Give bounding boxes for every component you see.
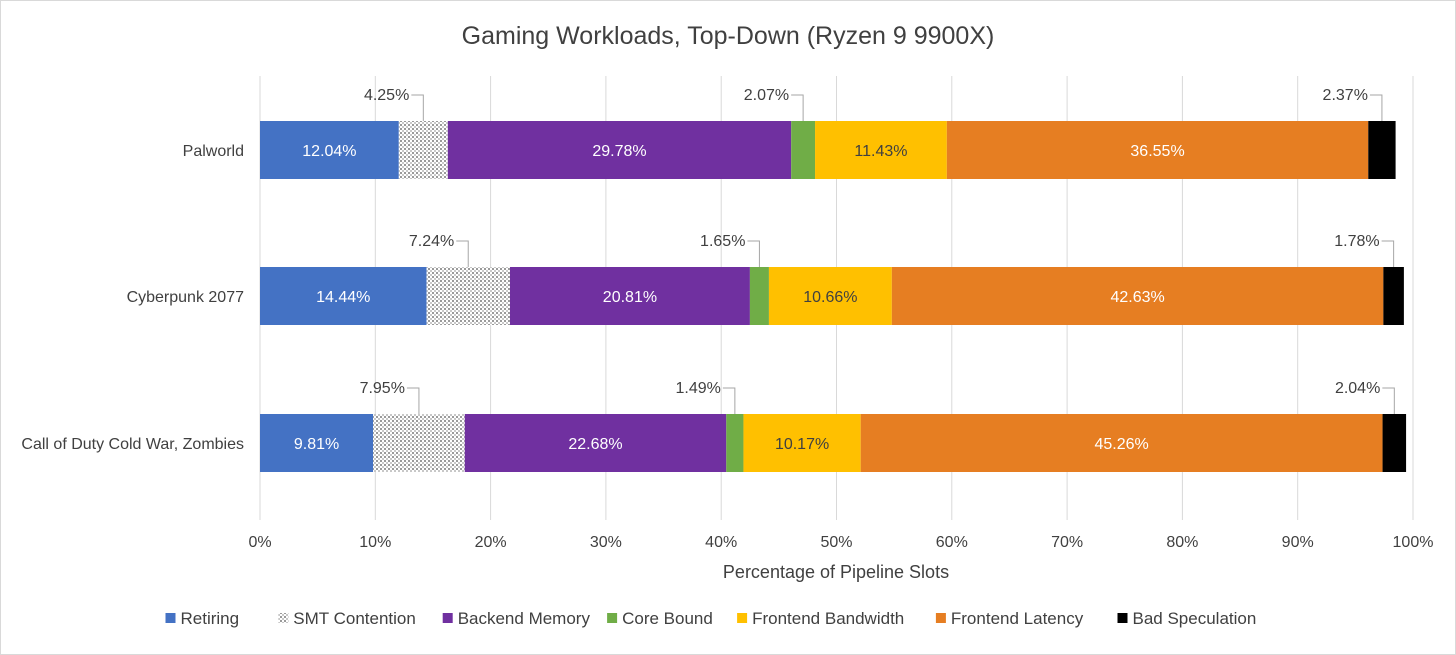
callout-label: 4.25% — [364, 87, 409, 104]
callout-label: 7.95% — [360, 380, 405, 397]
x-tick-label: 40% — [705, 534, 737, 551]
callout-label: 1.49% — [675, 380, 720, 397]
legend-label: SMT Contention — [293, 609, 416, 628]
bar-frontend-bandwidth — [815, 121, 947, 179]
bar-smt-contention — [373, 414, 465, 472]
x-tick-label: 0% — [248, 534, 271, 551]
data-label: 10.17% — [775, 436, 829, 453]
legend-label: Backend Memory — [458, 609, 591, 628]
category-label: Palworld — [183, 143, 244, 160]
bar-bad-speculation — [1382, 414, 1407, 472]
callout-line — [411, 94, 424, 121]
data-label: 20.81% — [603, 289, 657, 306]
callout-line — [1382, 387, 1395, 414]
data-label: 12.04% — [302, 143, 356, 160]
data-label: 45.26% — [1095, 436, 1149, 453]
callout-line — [1369, 94, 1383, 121]
bar-backend-memory — [464, 414, 727, 472]
bar-core-bound — [749, 267, 769, 325]
data-label: 10.66% — [803, 289, 857, 306]
legend: Retiring SMT Contention Backend Memory Core… — [165, 609, 1257, 628]
bar-retiring — [260, 414, 374, 472]
callout-line — [747, 240, 760, 267]
callout-line — [406, 387, 420, 414]
bar-frontend-latency — [946, 121, 1369, 179]
data-label: 42.63% — [1110, 289, 1164, 306]
x-tick-label: 10% — [359, 534, 391, 551]
chart-title: Gaming Workloads, Top-Down (Ryzen 9 9900… — [462, 22, 995, 50]
value-axis: 0% 10% 20% 30% 40% 50% 60% 70% 80% 90% 100% — [248, 534, 1433, 551]
data-label: 14.44% — [316, 289, 370, 306]
bar-bad-speculation — [1368, 121, 1396, 179]
bar-backend-memory — [509, 267, 750, 325]
bar-core-bound — [726, 414, 744, 472]
bar-frontend-bandwidth — [743, 414, 861, 472]
bar-backend-memory — [447, 121, 792, 179]
bar-retiring — [260, 121, 399, 179]
legend-label: Frontend Latency — [951, 609, 1084, 628]
x-tick-label: 20% — [475, 534, 507, 551]
x-tick-label: 60% — [936, 534, 968, 551]
legend-swatch — [607, 613, 618, 623]
legend-swatch — [1117, 613, 1128, 623]
data-label: 22.68% — [568, 436, 622, 453]
callout-label: 7.24% — [409, 233, 454, 250]
data-label: 36.55% — [1130, 143, 1184, 160]
bar-smt-contention — [398, 121, 448, 179]
callout-label: 1.65% — [700, 233, 745, 250]
bar-core-bound — [791, 121, 816, 179]
x-tick-label: 90% — [1282, 534, 1314, 551]
callout-line — [1381, 240, 1395, 267]
legend-label: Bad Speculation — [1133, 609, 1257, 628]
category-label: Cyberpunk 2077 — [127, 289, 245, 306]
bar-frontend-bandwidth — [768, 267, 892, 325]
x-tick-label: 30% — [590, 534, 622, 551]
bar-frontend-latency — [891, 267, 1384, 325]
x-tick-label: 80% — [1166, 534, 1198, 551]
x-tick-label: 100% — [1393, 534, 1434, 551]
legend-swatch — [278, 613, 289, 623]
x-tick-label: 70% — [1051, 534, 1083, 551]
legend-swatch — [442, 613, 453, 623]
callout-line — [456, 240, 469, 267]
data-label: 29.78% — [592, 143, 646, 160]
category-axis: Palworld Cyberpunk 2077 Call of Duty Cold … — [21, 143, 244, 453]
legend-swatch — [737, 613, 748, 623]
legend-label: Retiring — [181, 609, 240, 628]
callout-label: 2.07% — [744, 87, 789, 104]
data-labels: 12.04% 4.25% 29.78% 2.07% 11.43% 36.55% 2.37% 1… — [294, 87, 1395, 453]
legend-label: Frontend Bandwidth — [752, 609, 904, 628]
data-label: 9.81% — [294, 436, 339, 453]
callout-label: 2.04% — [1335, 380, 1380, 397]
bar-frontend-latency — [860, 414, 1383, 472]
callout-label: 1.78% — [1334, 233, 1379, 250]
bars — [260, 121, 1407, 472]
x-tick-label: 50% — [820, 534, 852, 551]
bar-retiring — [260, 267, 427, 325]
callout-line — [722, 387, 736, 414]
x-axis-title: Percentage of Pipeline Slots — [723, 562, 949, 582]
bar-bad-speculation — [1383, 267, 1404, 325]
category-label: Call of Duty Cold War, Zombies — [21, 436, 244, 453]
legend-label: Core Bound — [622, 609, 713, 628]
callout-label: 2.37% — [1323, 87, 1368, 104]
data-label: 11.43% — [854, 143, 907, 160]
legend-swatch — [935, 613, 946, 623]
legend-swatch — [165, 613, 176, 623]
callout-line — [791, 94, 804, 121]
bar-smt-contention — [426, 267, 510, 325]
